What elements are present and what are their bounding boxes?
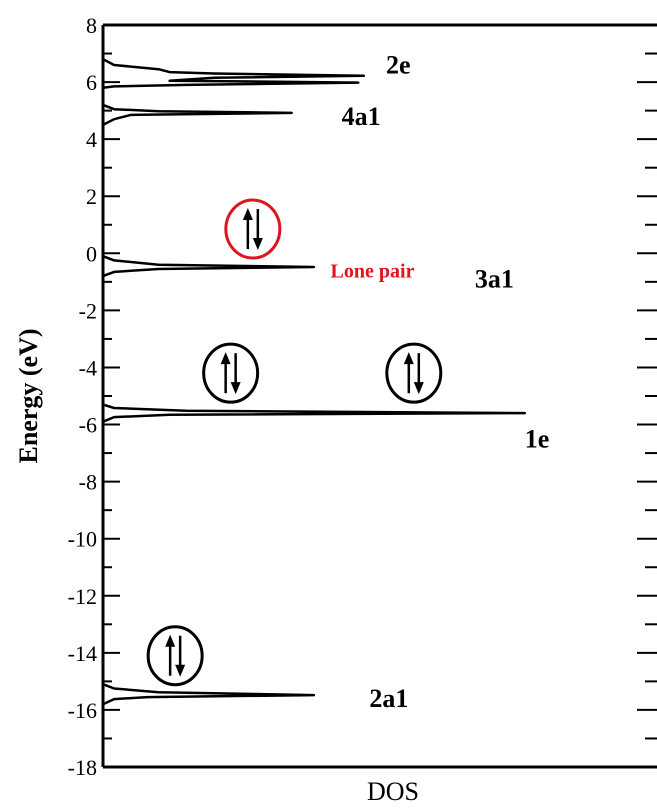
dos-curve [101,58,527,706]
spin-down-arrowhead [413,382,424,395]
y-tick-label: -18 [68,755,97,780]
y-tick-label: -8 [79,470,97,495]
x-axis-label: DOS [367,777,419,806]
pair-circle [385,342,443,404]
y-tick-label: -12 [68,584,97,609]
electron-pairs [146,198,443,687]
y-tick-labels: 8 6 4 2 0 -2 -4 -6 -8 -10 -12 -14 -16 -18 [68,13,97,780]
peak-label-4a1: 4a1 [342,102,381,131]
y-tick-label: -16 [68,698,97,723]
electron-pair-icon [202,342,260,404]
spin-up-arrowhead [220,352,231,365]
peak-label-2a1: 2a1 [369,684,408,713]
y-tick-label: -10 [68,527,97,552]
plot-frame [101,23,657,769]
y-tick-label: -6 [79,413,97,438]
y-tick-label: 6 [86,70,97,95]
y-tick-label: -2 [79,298,97,323]
peak-label-2e: 2e [386,51,411,80]
y-tick-label: 4 [86,127,97,152]
electron-pair-icon [224,198,282,260]
y-tick-label: 8 [86,13,97,38]
spin-down-arrowhead [230,382,241,395]
y-tick-label: 0 [86,241,97,266]
y-tick-label: 2 [86,184,97,209]
peak-label-3a1: 3a1 [475,265,514,294]
pair-circle [224,198,282,260]
electron-pair-icon [146,625,204,687]
y-axis-label: Energy (eV) [14,328,43,463]
pair-circle [202,342,260,404]
y-ticks [103,24,657,768]
spin-down-arrowhead [252,238,263,251]
pair-circle [146,625,204,687]
spin-down-arrowhead [175,664,186,677]
spin-up-arrowhead [165,634,176,647]
peak-label-1e: 1e [525,424,550,453]
spin-up-arrowhead [403,352,414,365]
y-tick-label: -14 [68,641,97,666]
y-tick-label: -4 [79,355,97,380]
lone-pair-label: Lone pair [331,261,415,283]
spin-up-arrowhead [242,208,253,221]
electron-pair-icon [385,342,443,404]
